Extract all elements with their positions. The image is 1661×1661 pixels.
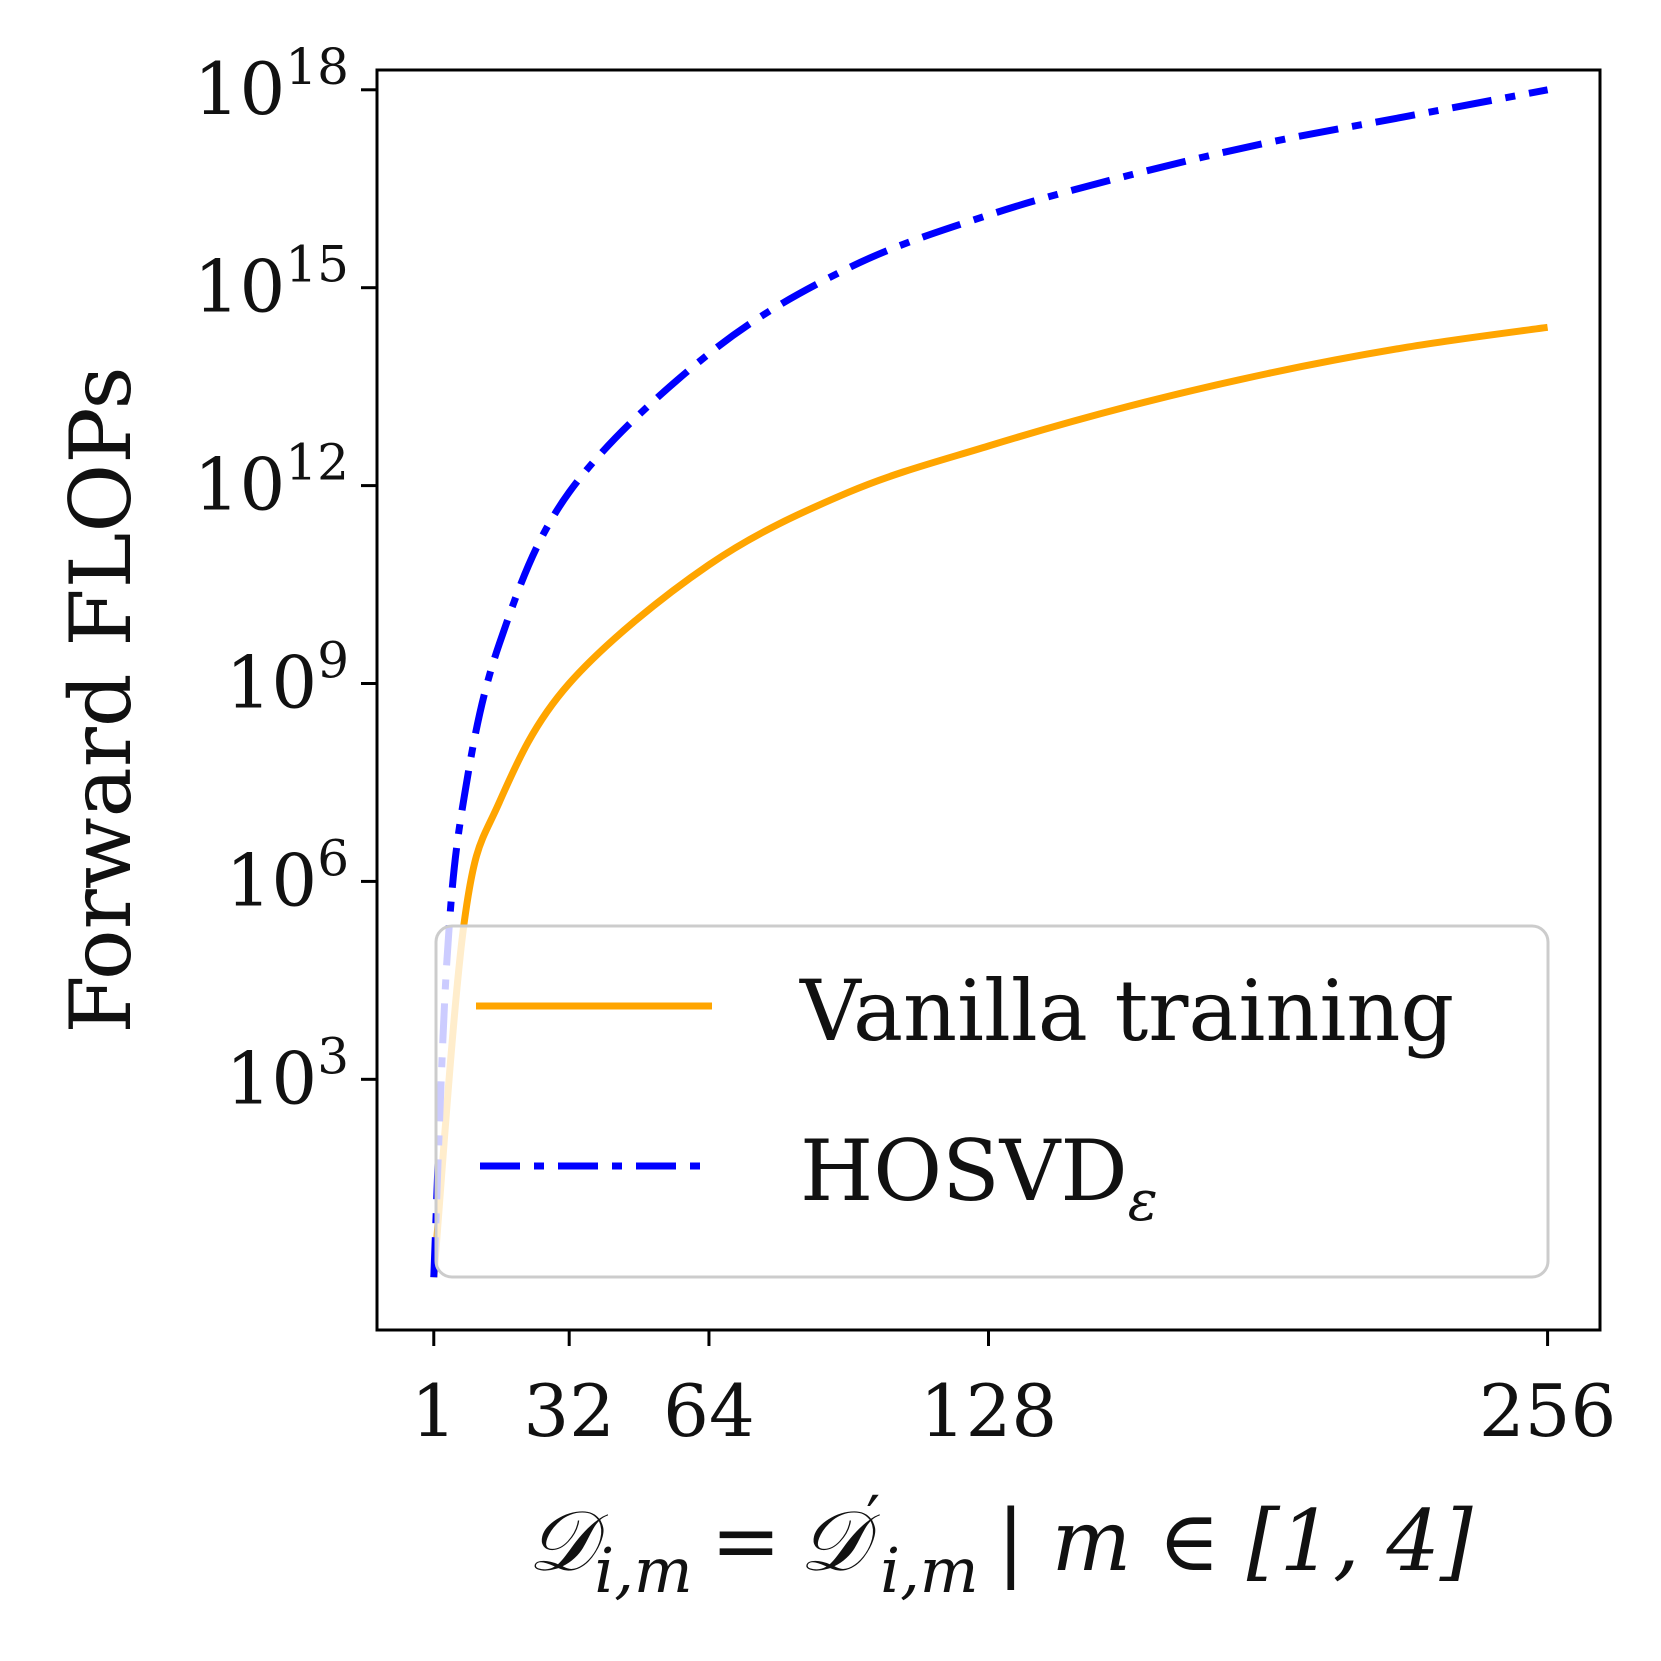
series-layer: [430, 86, 1549, 1278]
x-tick-label: 1: [411, 1369, 457, 1453]
x-tick-label: 128: [920, 1369, 1057, 1453]
x-axis-label-rhs-prime: ′: [866, 1482, 880, 1555]
x-tick-label: 32: [523, 1369, 615, 1453]
y-tick-label: 1015: [194, 236, 349, 329]
y-tick-label: 109: [226, 632, 349, 725]
x-axis-label-eq: =: [711, 1492, 781, 1590]
x-tick-label: 64: [663, 1369, 755, 1453]
legend-label-vanilla: Vanilla training: [799, 962, 1454, 1060]
y-axis-label: Forward FLOPs: [52, 366, 150, 1033]
x-axis-ticks: 1 32 64 128 256: [411, 1330, 1616, 1453]
y-axis-ticks: 103 106 109 1012 1015 1018: [194, 38, 377, 1120]
legend-frame: [434, 924, 1550, 1279]
x-axis-label-condition: | m ∈ [1, 4]: [997, 1492, 1473, 1590]
y-tick-label: 1012: [194, 434, 349, 527]
legend-label-hosvd-sub: ε: [1128, 1169, 1158, 1234]
legend: Vanilla training HOSVDε: [434, 924, 1550, 1279]
x-tick-label: 256: [1479, 1369, 1616, 1453]
y-tick-label: 1018: [194, 38, 349, 131]
series-line-vanilla: [430, 323, 1549, 1278]
y-tick-label: 106: [226, 829, 349, 922]
legend-label-hosvd-main: HOSVD: [800, 1122, 1128, 1220]
legend-label-hosvd: HOSVDε: [800, 1122, 1158, 1234]
x-axis-label-lhs-sub: i,m: [594, 1534, 692, 1607]
x-axis-label-rhs-sub: i,m: [880, 1534, 978, 1607]
y-tick-label: 103: [226, 1027, 349, 1120]
series-line-hosvd: [430, 86, 1549, 1278]
